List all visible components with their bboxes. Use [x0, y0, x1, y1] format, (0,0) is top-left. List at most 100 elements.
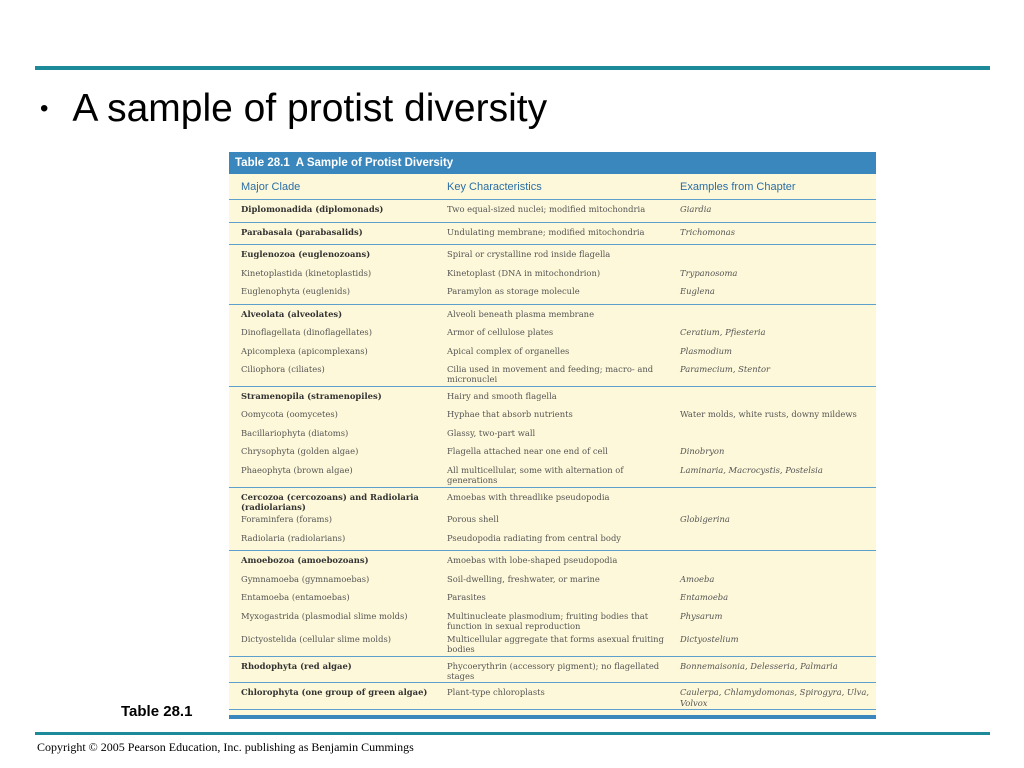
cell-clade: Foraminfera (forams): [241, 514, 333, 525]
cell-clade: Euglenophyta (euglenids): [241, 286, 351, 296]
table-row: Dictyostelida (cellular slime molds) Mult…: [229, 632, 876, 655]
cell-characteristics: Undulating membrane; modified mitochondr…: [447, 226, 645, 237]
slide-title: A sample of protist diversity: [72, 87, 548, 130]
cell-examples: Trichomonas: [680, 226, 736, 237]
protist-table: Table 28.1 A Sample of Protist Diversity…: [229, 152, 876, 719]
cell-characteristics: Armor of cellulose plates: [447, 327, 554, 337]
cell-clade: Chlorophyta (one group of green algae): [241, 687, 428, 698]
cell-examples: Euglena: [680, 286, 715, 296]
table-row: Cercozoa (cercozoans) and Radiolaria (ra…: [229, 490, 876, 513]
table-row: Chrysophyta (golden algae) Flagella attac…: [229, 444, 876, 463]
table-row-group: Rhodophyta (red algae) Phycoerythrin (acc…: [229, 657, 876, 684]
table-title: A Sample of Protist Diversity: [295, 157, 454, 169]
cell-characteristics: Pseudopodia radiating from central body: [447, 532, 622, 543]
cell-clade: Chrysophyta (golden algae): [241, 446, 359, 457]
column-header-examples: Examples from Chapter: [680, 180, 796, 193]
cell-examples: Physarum: [680, 610, 723, 621]
table-row: Ciliophora (ciliates) Cilia used in movem…: [229, 362, 876, 385]
cell-clade: Phaeophyta (brown algae): [241, 464, 353, 475]
cell-examples: Plasmodium: [680, 345, 732, 356]
table-row: Stramenopila (stramenopiles) Hairy and sm…: [229, 389, 876, 408]
column-header-clade: Major Clade: [241, 180, 301, 193]
cell-characteristics: Multinucleate plasmodium; fruiting bodie…: [447, 610, 649, 632]
table-row: Chlorophyta (one group of green algae) Pl…: [229, 685, 876, 708]
cell-characteristics: Spiral or crystalline rod inside flagell…: [447, 249, 611, 259]
cell-clade: Cercozoa (cercozoans) and Radiolaria (ra…: [241, 491, 419, 513]
table-caption: Table 28.1: [121, 703, 193, 720]
cell-clade: Diplomonadida (diplomonads): [241, 204, 384, 214]
cell-clade: Entamoeba (entamoebas): [241, 592, 350, 603]
cell-examples: Laminaria, Macrocystis, Postelsia: [680, 464, 823, 475]
table-row-group: Alveolata (alveolates) Alveoli beneath pl…: [229, 305, 876, 387]
table-row: Euglenophyta (euglenids) Paramylon as sto…: [229, 284, 876, 303]
cell-characteristics: Multicellular aggregate that forms asexu…: [447, 633, 664, 655]
cell-characteristics: Kinetoplast (DNA in mitochondrion): [447, 267, 601, 278]
table-row: Apicomplexa (apicomplexans) Apical comple…: [229, 344, 876, 363]
cell-characteristics: Hairy and smooth flagella: [447, 390, 557, 401]
slide-bullet: • A sample of protist diversity: [40, 84, 547, 134]
cell-characteristics: Cilia used in movement and feeding; macr…: [447, 364, 654, 385]
cell-characteristics: Alveoli beneath plasma membrane: [447, 308, 595, 319]
cell-examples: Dictyostelium: [680, 633, 739, 644]
cell-clade: Parabasala (parabasalids): [241, 226, 363, 237]
table-row: Phaeophyta (brown algae) All multicellula…: [229, 463, 876, 486]
cell-examples: Caulerpa, Chlamydomonas, Spirogyra, Ulva…: [680, 687, 870, 708]
cell-characteristics: Parasites: [447, 592, 486, 603]
table-row: Parabasala (parabasalids) Undulating memb…: [229, 225, 876, 244]
cell-examples: Globigerina: [680, 514, 730, 525]
cell-characteristics: Paramylon as storage molecule: [447, 286, 580, 296]
cell-characteristics: Glassy, two-part wall: [447, 427, 536, 438]
table-row: Radiolaria (radiolarians) Pseudopodia rad…: [229, 531, 876, 550]
copyright-notice: Copyright © 2005 Pearson Education, Inc.…: [37, 740, 414, 754]
cell-characteristics: Amoebas with lobe-shaped pseudopodia: [447, 555, 618, 566]
cell-examples: Trypanosoma: [680, 267, 738, 278]
cell-clade: Alveolata (alveolates): [241, 308, 343, 319]
table-row: Rhodophyta (red algae) Phycoerythrin (acc…: [229, 659, 876, 682]
top-divider: [35, 66, 990, 70]
cell-characteristics: Phycoerythrin (accessory pigment); no fl…: [447, 660, 660, 681]
cell-characteristics: Amoebas with threadlike pseudopodia: [447, 491, 610, 502]
cell-characteristics: Apical complex of organelles: [447, 345, 570, 356]
table-row: Euglenozoa (euglenozoans) Spiral or cryst…: [229, 247, 876, 266]
bottom-divider: [35, 732, 990, 735]
table-row-group: Euglenozoa (euglenozoans) Spiral or cryst…: [229, 245, 876, 305]
cell-examples: Entamoeba: [680, 592, 729, 603]
cell-characteristics: All multicellular, some with alternation…: [447, 464, 624, 486]
table-number: Table 28.1: [235, 157, 290, 169]
table-row: Entamoeba (entamoebas) Parasites Entamoeba: [229, 590, 876, 609]
cell-characteristics: Porous shell: [447, 514, 499, 525]
table-title-bar: Table 28.1 A Sample of Protist Diversity: [229, 152, 876, 174]
cell-examples: Water molds, white rusts, downy mildews: [680, 409, 857, 420]
cell-examples: Dinobryon: [680, 446, 725, 457]
bullet-icon: •: [40, 95, 49, 122]
table-row-group: Chlorophyta (one group of green algae) Pl…: [229, 683, 876, 711]
cell-clade: Dictyostelida (cellular slime molds): [241, 633, 392, 644]
cell-clade: Dinoflagellata (dinoflagellates): [241, 327, 372, 337]
cell-clade: Ciliophora (ciliates): [241, 364, 325, 374]
cell-characteristics: Plant-type chloroplasts: [447, 687, 545, 698]
cell-clade: Gymnamoeba (gymnamoebas): [241, 573, 370, 584]
cell-examples: Paramecium, Stentor: [680, 364, 771, 374]
cell-clade: Kinetoplastida (kinetoplastids): [241, 267, 372, 278]
table-row: Foraminfera (forams) Porous shell Globiger…: [229, 512, 876, 531]
cell-examples: Bonnemaisonia, Delesseria, Palmaria: [680, 660, 838, 671]
cell-examples: Giardia: [680, 204, 712, 214]
cell-characteristics: Flagella attached near one end of cell: [447, 446, 608, 457]
cell-clade: Apicomplexa (apicomplexans): [241, 345, 368, 356]
cell-clade: Oomycota (oomycetes): [241, 409, 338, 420]
column-header-characteristics: Key Characteristics: [447, 180, 542, 193]
cell-clade: Bacillariophyta (diatoms): [241, 427, 349, 438]
cell-clade: Myxogastrida (plasmodial slime molds): [241, 610, 408, 621]
cell-clade: Stramenopila (stramenopiles): [241, 390, 382, 401]
cell-clade: Radiolaria (radiolarians): [241, 532, 346, 543]
table-row: Alveolata (alveolates) Alveoli beneath pl…: [229, 307, 876, 326]
cell-examples: Ceratium, Pfiesteria: [680, 327, 766, 337]
table-row: Amoebozoa (amoebozoans) Amoebas with lobe…: [229, 553, 876, 572]
table-row: Kinetoplastida (kinetoplastids) Kinetopla…: [229, 266, 876, 285]
table-row-group: Diplomonadida (diplomonads) Two equal-siz…: [229, 200, 876, 223]
table-row-group: Amoebozoa (amoebozoans) Amoebas with lobe…: [229, 551, 876, 657]
table-body: Diplomonadida (diplomonads) Two equal-siz…: [229, 200, 876, 711]
table-row-group: Stramenopila (stramenopiles) Hairy and sm…: [229, 387, 876, 488]
table-row: Myxogastrida (plasmodial slime molds) Mul…: [229, 609, 876, 632]
cell-characteristics: Two equal-sized nuclei; modified mitocho…: [447, 204, 646, 214]
